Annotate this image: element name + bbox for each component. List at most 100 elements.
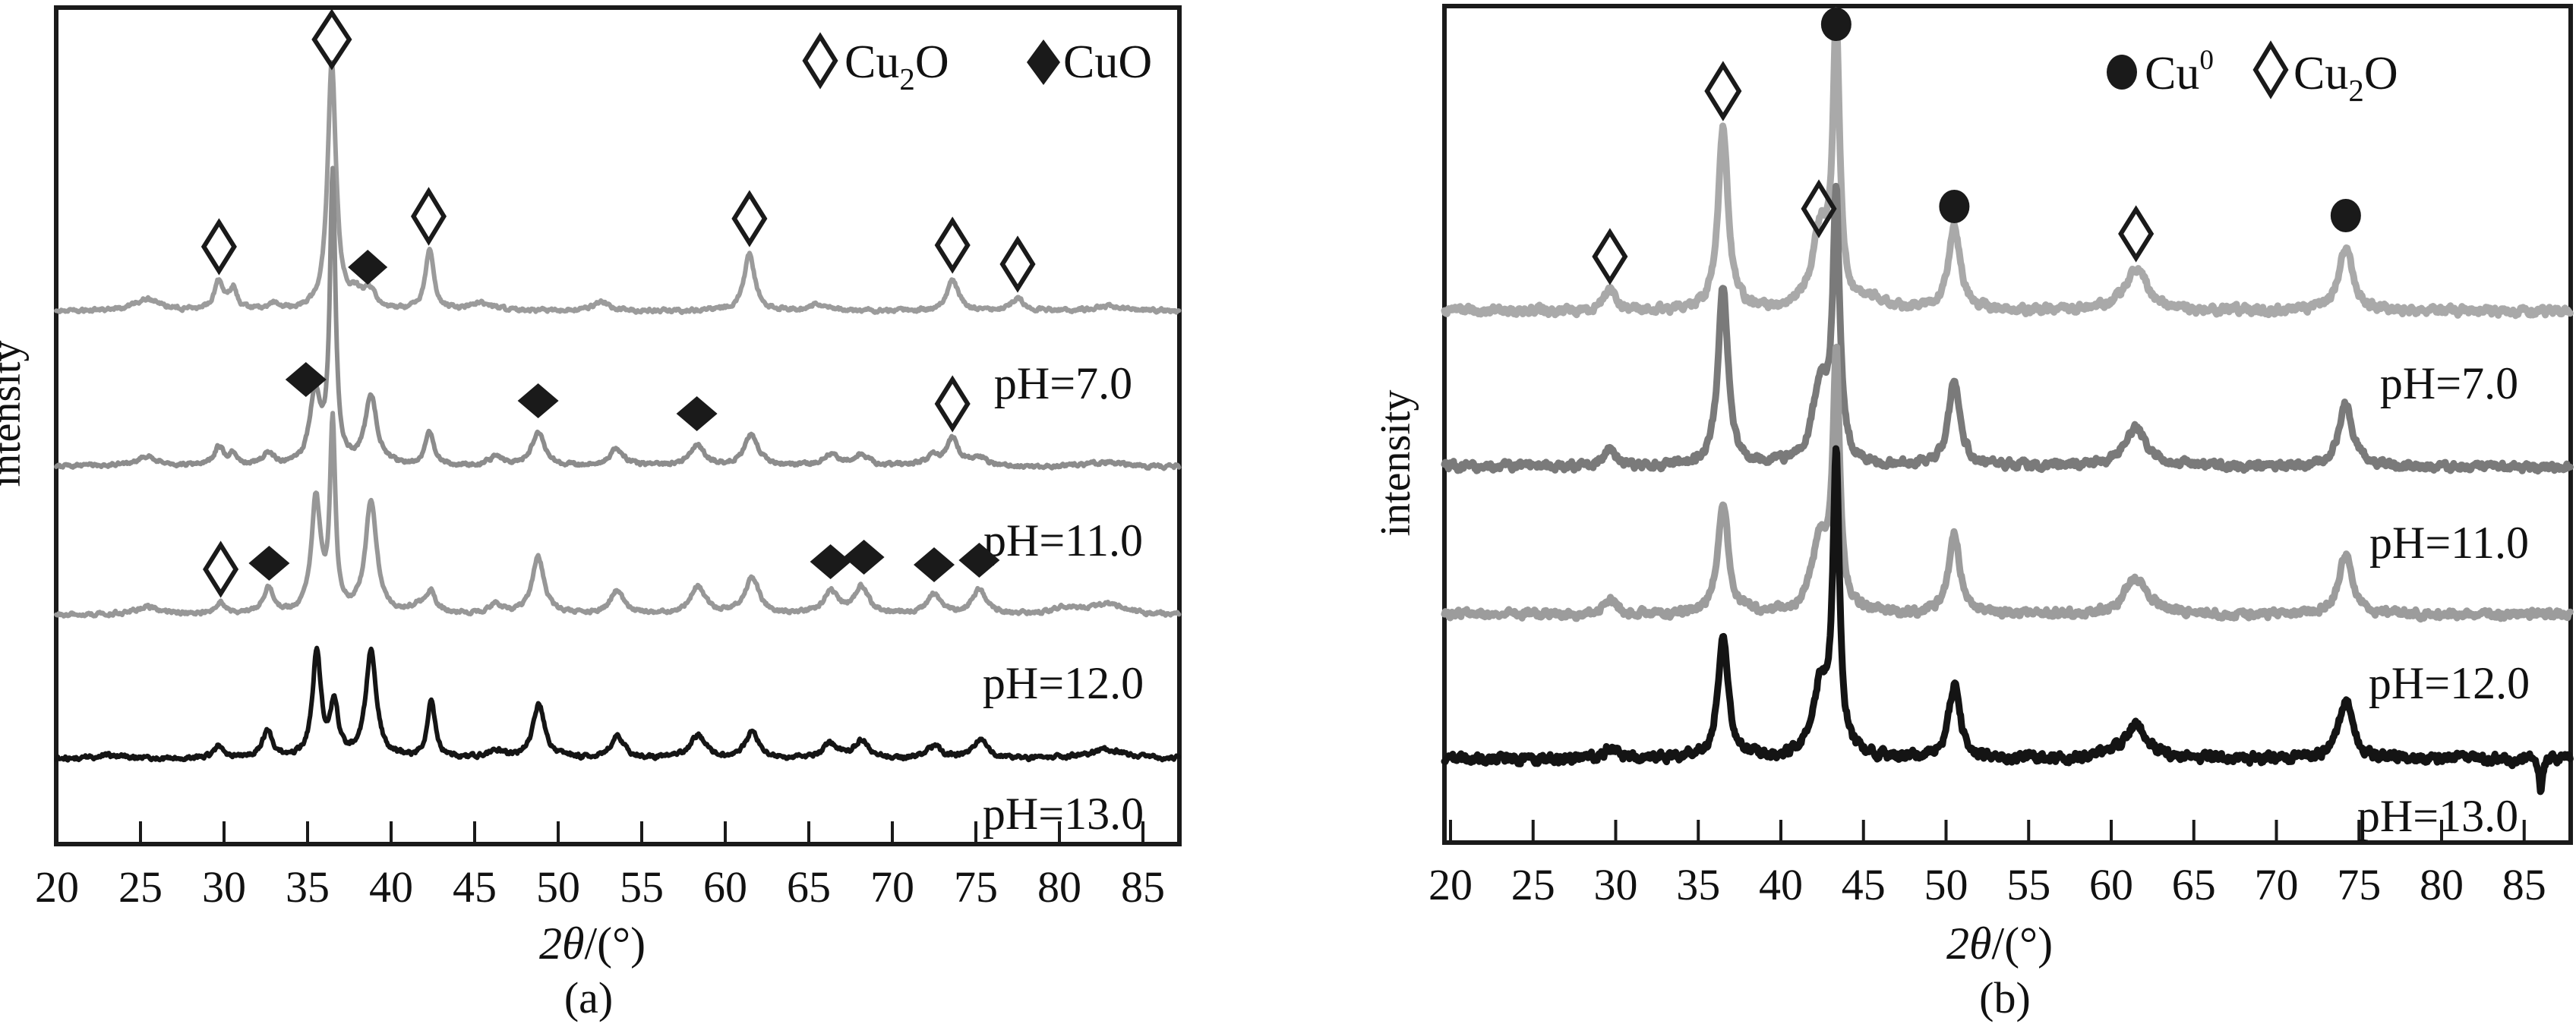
label-part: /(°) bbox=[584, 918, 646, 969]
x-tick-label: 70 bbox=[870, 862, 914, 912]
cuo-filled-diamond-icon bbox=[958, 543, 1000, 578]
x-tick-label: 80 bbox=[1037, 862, 1081, 912]
cu2o-open-diamond-icon bbox=[934, 375, 971, 433]
label-part: 2 bbox=[899, 62, 914, 96]
label-part: 2 bbox=[1946, 918, 1969, 969]
cu2o-open-diamond-icon bbox=[731, 190, 768, 247]
phase-markers bbox=[1592, 8, 2361, 285]
phase-markers bbox=[200, 8, 1036, 598]
panel-a: 20 25 30 35 40 45 50 55 60 65 70 75 80 852θ/(°)intens… bbox=[0, 5, 1182, 1022]
x-tick-label: 70 bbox=[2255, 860, 2299, 909]
cu2o-open-diamond-icon bbox=[203, 540, 239, 598]
legend-label: Cu2​O bbox=[844, 36, 949, 96]
label-part: /(°) bbox=[1991, 918, 2053, 969]
cuo-filled-diamond-icon bbox=[348, 250, 388, 285]
x-tick-label: 30 bbox=[1594, 860, 1638, 909]
cu2o-open-diamond-icon bbox=[2118, 205, 2155, 263]
panel-caption: (b) bbox=[1979, 973, 2031, 1022]
curve-label-pH7: pH=7.0 bbox=[2380, 358, 2518, 408]
y-axis-title: intensity bbox=[0, 341, 30, 487]
cuo-filled-diamond-icon bbox=[285, 362, 327, 397]
cu-filled-circle-icon bbox=[1939, 190, 1970, 223]
label-part: 0 bbox=[2199, 45, 2214, 76]
x-tick-label: 60 bbox=[2089, 860, 2133, 909]
label-part: 2 bbox=[2348, 74, 2363, 108]
cuo-filled-diamond-icon bbox=[810, 544, 851, 579]
xrd-curve-pH11 bbox=[1441, 182, 2574, 475]
x-tick-label: 85 bbox=[2502, 860, 2546, 909]
x-tick-label: 50 bbox=[536, 862, 580, 912]
label-part: Cu bbox=[2145, 48, 2199, 99]
x-tick-label: 50 bbox=[1924, 860, 1968, 909]
xrd-curve-pH11 bbox=[54, 165, 1182, 471]
legend-label: Cu0​ bbox=[2145, 45, 2214, 99]
x-tick-label: 30 bbox=[202, 862, 246, 912]
xrd-curve-pH12 bbox=[54, 411, 1182, 619]
cuo-filled-diamond-icon bbox=[676, 396, 718, 431]
legend-label: CuO bbox=[1063, 36, 1152, 88]
x-tick-label: 65 bbox=[787, 862, 831, 912]
curve-label-pH13: pH=13.0 bbox=[2357, 791, 2518, 841]
cu2o-open-diamond-icon bbox=[1592, 228, 1628, 285]
plot-border bbox=[1442, 4, 2573, 845]
label-part: O bbox=[915, 36, 949, 88]
label-part: θ bbox=[562, 918, 584, 969]
xrd-curve-pH12 bbox=[1441, 343, 2574, 623]
curve-label-pH12: pH=12.0 bbox=[2369, 658, 2530, 708]
x-tick-label: 75 bbox=[954, 862, 998, 912]
x-tick-label: 60 bbox=[703, 862, 747, 912]
x-tick-label: 25 bbox=[1511, 860, 1555, 909]
cu2o-open-diamond-icon bbox=[999, 235, 1036, 293]
x-tick-label: 20 bbox=[1428, 860, 1473, 909]
label-part: θ bbox=[1969, 918, 1991, 969]
xrd-curve-pH7 bbox=[54, 60, 1182, 316]
label-part: CuO bbox=[1063, 36, 1152, 88]
legend-symbol-filled-circle bbox=[2107, 55, 2137, 90]
x-tick-label: 65 bbox=[2172, 860, 2216, 909]
legend-symbol-open-diamond bbox=[2252, 40, 2289, 99]
plot-border bbox=[54, 5, 1182, 846]
x-tick-label: 25 bbox=[118, 862, 163, 912]
x-tick-label: 40 bbox=[369, 862, 413, 912]
y-axis-title: intensity bbox=[1372, 390, 1419, 537]
xrd-curve-pH7 bbox=[1441, 7, 2574, 320]
curve-label-pH13: pH=13.0 bbox=[983, 789, 1144, 839]
legend: Cu0​ Cu2​O bbox=[2107, 40, 2398, 108]
x-tick-label: 55 bbox=[620, 862, 664, 912]
cu2o-open-diamond-icon bbox=[200, 218, 237, 276]
curve-label-pH12: pH=12.0 bbox=[983, 658, 1144, 708]
label-part: Cu bbox=[2293, 48, 2348, 99]
cu2o-open-diamond-icon bbox=[311, 8, 352, 71]
panel-caption: (a) bbox=[564, 973, 613, 1022]
curve-label-pH11: pH=11.0 bbox=[983, 515, 1143, 566]
x-tick-label: 35 bbox=[286, 862, 330, 912]
label-part: 2 bbox=[539, 918, 562, 969]
x-tick-label: 55 bbox=[2006, 860, 2050, 909]
cuo-filled-diamond-icon bbox=[843, 540, 885, 575]
cuo-filled-diamond-icon bbox=[248, 546, 290, 581]
cu2o-open-diamond-icon bbox=[410, 187, 447, 246]
curve-label-pH11: pH=11.0 bbox=[2369, 518, 2529, 568]
cu2o-open-diamond-icon bbox=[934, 216, 971, 274]
cuo-filled-diamond-icon bbox=[914, 547, 955, 582]
legend-symbol-open-diamond bbox=[802, 32, 838, 90]
label-part: O bbox=[2364, 48, 2398, 99]
xrd-curve-pH13 bbox=[54, 645, 1182, 763]
xrd-curve-pH13 bbox=[1441, 445, 2574, 796]
x-axis-title: 2θ/(°) bbox=[1946, 918, 2053, 969]
label-part: Cu bbox=[844, 36, 899, 88]
x-tick-label: 75 bbox=[2337, 860, 2381, 909]
x-tick-label: 40 bbox=[1759, 860, 1803, 909]
legend-symbol-filled-diamond bbox=[1027, 39, 1060, 85]
x-axis-title: 2θ/(°) bbox=[539, 918, 646, 969]
curve-label-pH7: pH=7.0 bbox=[994, 358, 1132, 408]
cu-filled-circle-icon bbox=[2330, 199, 2361, 232]
panel-b: 20 25 30 35 40 45 50 55 60 65 70 75 80 852θ/(°)intens… bbox=[1372, 4, 2574, 1022]
cu-filled-circle-icon bbox=[1820, 8, 1852, 41]
x-tick-label: 35 bbox=[1676, 860, 1720, 909]
cu2o-open-diamond-icon bbox=[1704, 61, 1742, 121]
legend-label: Cu2​O bbox=[2293, 48, 2398, 108]
